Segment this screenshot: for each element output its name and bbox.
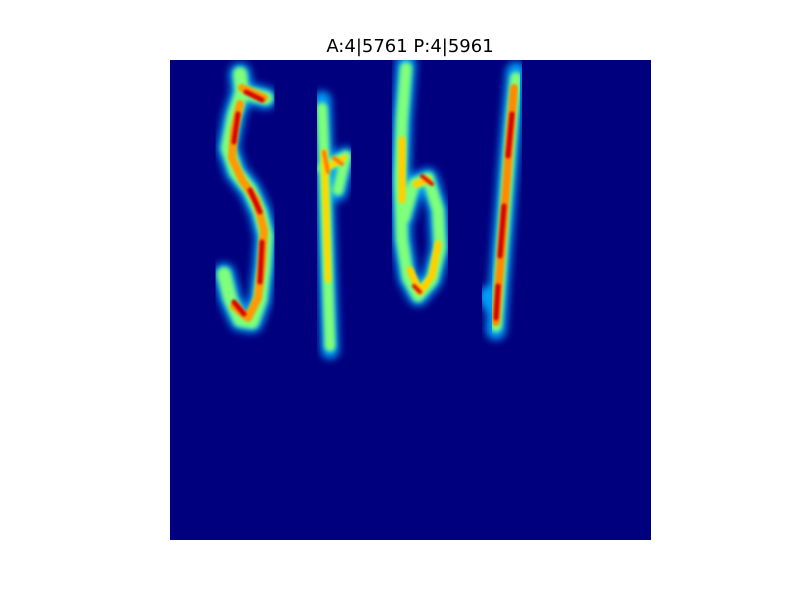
stroke-digit-7: [313, 91, 355, 359]
figure-title: A:4|5761 P:4|5961: [326, 36, 494, 57]
stroke-digit-1: [478, 62, 526, 340]
digit-heatmap-image: [170, 60, 651, 540]
stroke-digit-6: [390, 60, 450, 306]
stroke-digit-5: [213, 63, 277, 333]
